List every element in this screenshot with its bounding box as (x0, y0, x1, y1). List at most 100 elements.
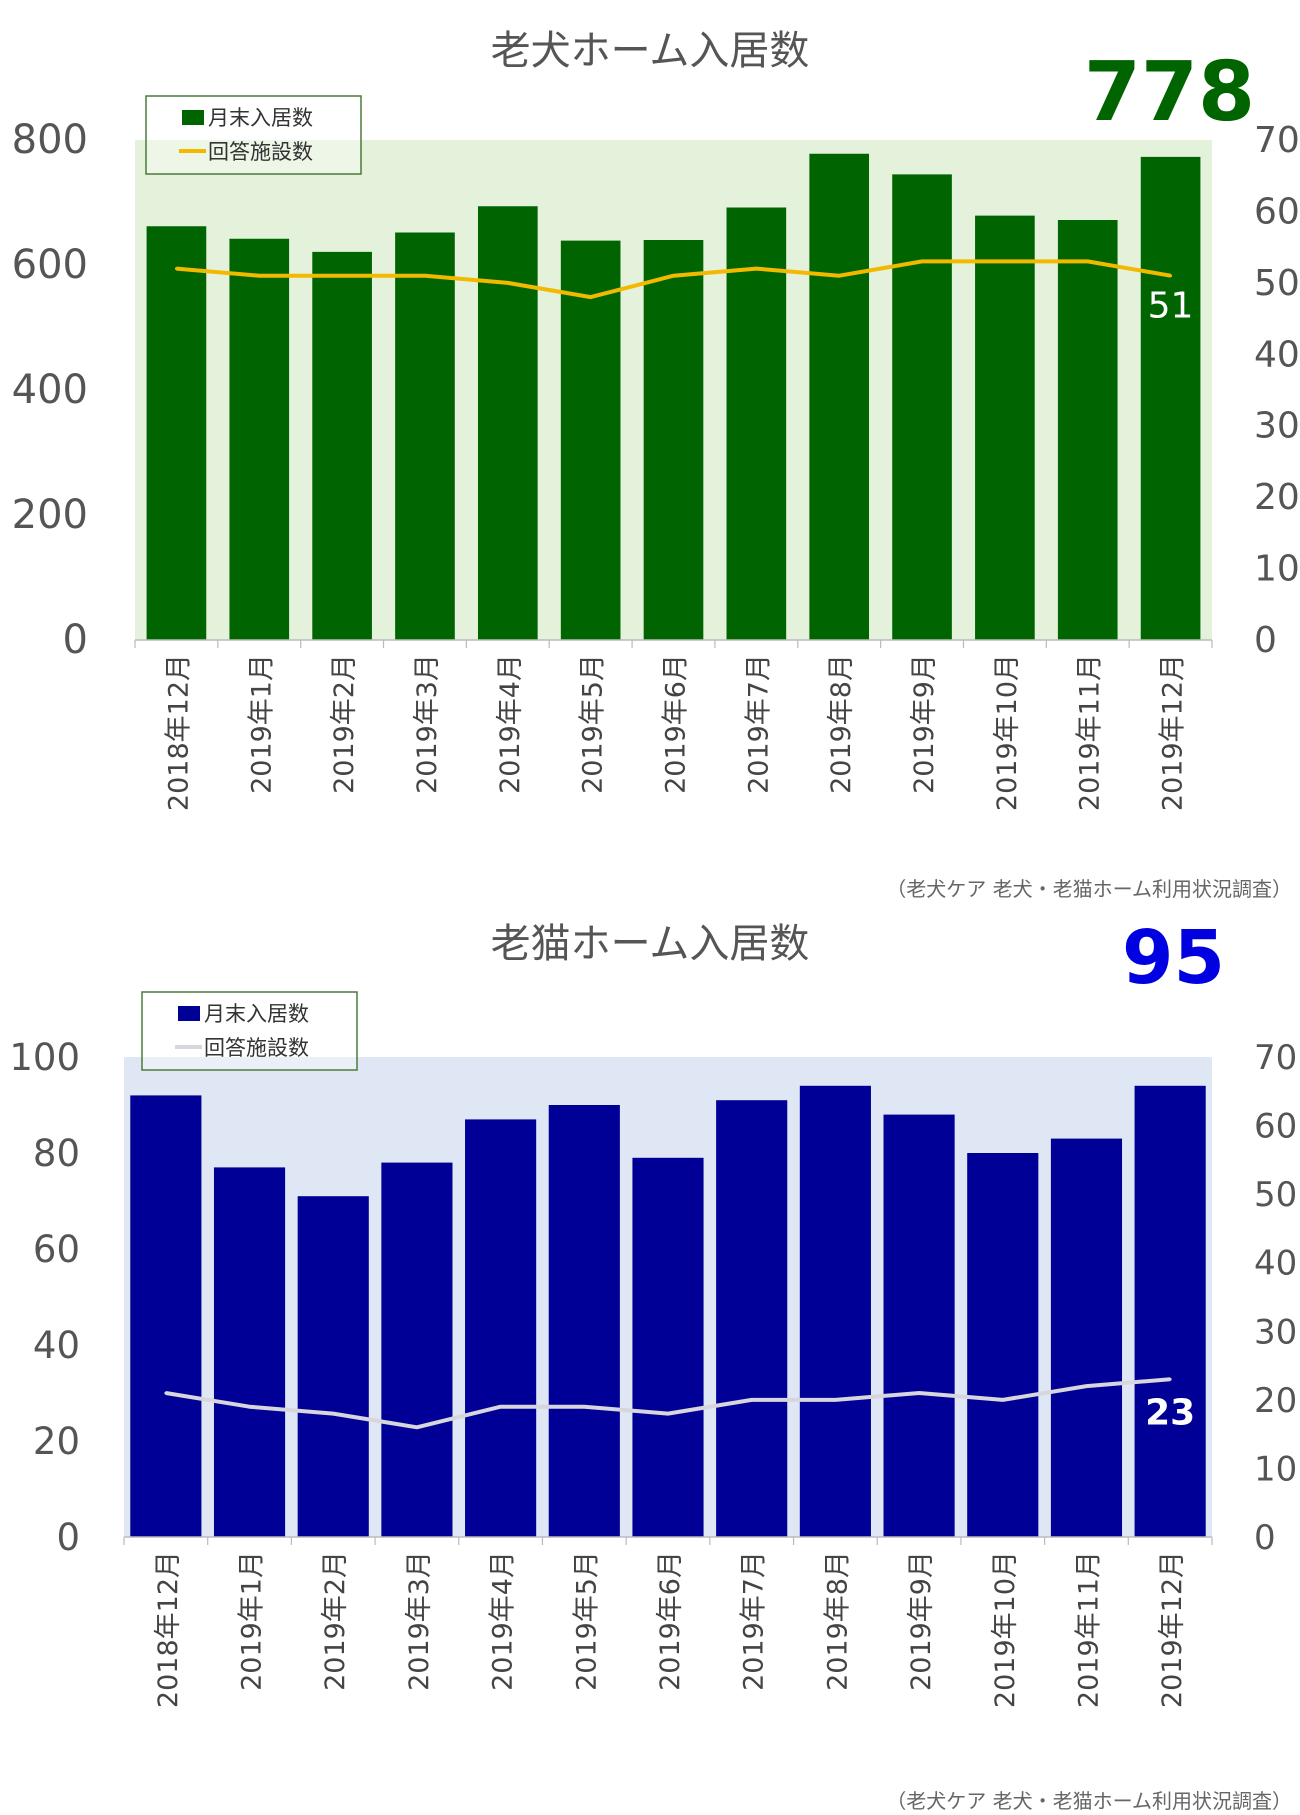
cat-line-point-5 (499, 1405, 503, 1409)
cat-highlight-value: 95 (1122, 915, 1225, 1001)
dog-home-chart: 0 200 400 600 800 0 10 20 30 40 50 60 70 51 2018年12月 20… (0, 0, 1300, 905)
dog-bar-4 (395, 232, 455, 640)
dog-right-tick-label: 30 (1254, 406, 1300, 447)
cat-left-tick-label: 60 (33, 1228, 80, 1271)
dog-x-tick-label: 2019年6月 (661, 654, 692, 794)
cat-bar-1 (130, 1095, 202, 1537)
dog-bar-12 (1057, 220, 1118, 640)
cat-right-tick-label: 30 (1254, 1312, 1297, 1352)
cat-right-tick-label: 10 (1254, 1449, 1297, 1489)
dog-x-tick-label: 2019年2月 (329, 654, 360, 794)
dog-bar-7 (643, 240, 704, 640)
dog-line-point-12 (1086, 259, 1090, 263)
cat-line-point-7 (666, 1412, 670, 1416)
dog-source-note: （老犬ケア 老犬・老猫ホーム利用状況調査） (886, 877, 1292, 901)
dog-bar-10 (892, 174, 952, 640)
dog-left-tick-label: 600 (12, 242, 88, 288)
cat-bar-10 (883, 1114, 955, 1537)
cat-right-tick-label: 60 (1254, 1107, 1297, 1147)
dog-legend-box (145, 95, 362, 175)
dog-line-point-7 (672, 274, 675, 278)
cat-x-tick-label: 2019年12月 (1157, 1551, 1188, 1708)
cat-x-tick-label: 2019年1月 (237, 1551, 268, 1691)
dog-right-tick-label: 60 (1254, 191, 1300, 232)
dog-x-tick-label: 2019年3月 (412, 654, 443, 794)
dog-x-tick-label: 2019年7月 (743, 654, 774, 794)
cat-title: 老猫ホーム入居数 (491, 921, 810, 967)
dog-x-tick-label: 2019年1月 (246, 654, 277, 794)
dog-end-label: 51 (1148, 286, 1194, 327)
cat-legend-line-label: 回答施設数 (204, 1036, 309, 1060)
dog-x-tick-label: 2019年11月 (1075, 654, 1106, 811)
dog-bar-13 (1140, 156, 1201, 640)
cat-x-tick-label: 2019年3月 (404, 1551, 435, 1691)
dog-bar-3 (312, 251, 372, 640)
cat-right-tick-label: 40 (1254, 1244, 1297, 1284)
dog-bar-5 (477, 206, 538, 640)
cat-bar-5 (465, 1119, 537, 1537)
cat-line-point-11 (1001, 1398, 1005, 1402)
dog-legend-bar-swatch (182, 110, 204, 125)
dog-right-tick-label: 10 (1254, 549, 1300, 590)
cat-left-tick-label: 40 (33, 1324, 80, 1367)
cat-legend-bar-label: 月末入居数 (204, 1002, 309, 1026)
cat-bar-8 (716, 1100, 788, 1537)
dog-chart-svg: 0 200 400 600 800 0 10 20 30 40 50 60 70 51 2018年12月 20… (12, 28, 1300, 901)
dog-line-point-9 (837, 274, 841, 278)
cat-line-point-13 (1168, 1377, 1172, 1381)
dog-x-tick-label: 2019年9月 (909, 654, 940, 794)
cat-home-chart: 0 20 40 60 80 100 0 10 20 30 40 50 60 70 23 2018年12月 201… (0, 905, 1300, 1815)
dog-right-tick-label: 20 (1254, 477, 1300, 518)
dog-x-tick-label: 2019年12月 (1158, 654, 1189, 811)
cat-x-tick-label: 2019年4月 (488, 1551, 519, 1691)
dog-legend-bar-label: 月末入居数 (208, 106, 313, 130)
dog-right-tick-label: 50 (1254, 263, 1300, 304)
cat-bar-2 (213, 1167, 286, 1537)
cat-left-tick-label: 100 (9, 1036, 80, 1079)
dog-line-point-3 (340, 274, 344, 278)
dog-x-tick-label: 2019年10月 (992, 654, 1023, 811)
dog-line-point-11 (1003, 259, 1007, 263)
dog-line-point-4 (423, 274, 427, 278)
dog-bar-2 (229, 238, 290, 640)
dog-right-tick-label: 40 (1254, 334, 1300, 375)
cat-chart-svg: 0 20 40 60 80 100 0 10 20 30 40 50 60 70 23 2018年12月 201… (9, 915, 1297, 1813)
dog-left-tick-label: 800 (12, 117, 88, 163)
cat-line-point-12 (1084, 1384, 1088, 1388)
dog-highlight-value: 778 (1084, 45, 1255, 140)
dog-x-tick-label: 2019年5月 (578, 654, 609, 794)
cat-bar-9 (799, 1085, 871, 1537)
cat-line-point-1 (164, 1391, 168, 1395)
cat-line-point-2 (248, 1405, 252, 1409)
cat-left-tick-label: 0 (56, 1516, 80, 1559)
dog-x-tick-label: 2018年12月 (163, 654, 194, 811)
cat-x-tick-label: 2019年5月 (571, 1551, 602, 1691)
dog-bar-8 (726, 207, 787, 640)
cat-bar-12 (1050, 1138, 1123, 1537)
cat-line-point-9 (833, 1398, 837, 1402)
dog-x-tick-label: 2019年8月 (826, 654, 857, 794)
dog-right-tick-label: 70 (1254, 120, 1300, 161)
cat-line-point-3 (331, 1412, 335, 1416)
dog-line-point-2 (257, 274, 261, 278)
dog-bar-1 (146, 226, 207, 640)
cat-line-point-4 (415, 1425, 419, 1429)
cat-x-tick-label: 2019年9月 (906, 1551, 937, 1691)
dog-legend-line-label: 回答施設数 (208, 140, 313, 164)
dog-line-point-13 (1169, 274, 1173, 278)
cat-right-tick-label: 70 (1254, 1038, 1297, 1078)
cat-right-tick-label: 20 (1254, 1381, 1297, 1421)
dog-line-point-5 (506, 281, 510, 285)
dog-left-tick-label: 200 (12, 492, 88, 538)
cat-x-tick-label: 2019年11月 (1073, 1551, 1104, 1708)
cat-x-tick-label: 2019年6月 (655, 1551, 686, 1691)
dog-line-point-10 (920, 259, 924, 263)
dog-bar-9 (809, 153, 870, 640)
cat-legend-box (141, 991, 358, 1071)
cat-line-point-6 (582, 1405, 586, 1409)
cat-x-tick-label: 2019年2月 (320, 1551, 351, 1691)
cat-right-tick-label: 0 (1254, 1518, 1276, 1558)
dog-line-point-8 (754, 267, 758, 271)
cat-bar-13 (1134, 1085, 1206, 1537)
cat-x-tick-label: 2019年10月 (990, 1551, 1021, 1708)
